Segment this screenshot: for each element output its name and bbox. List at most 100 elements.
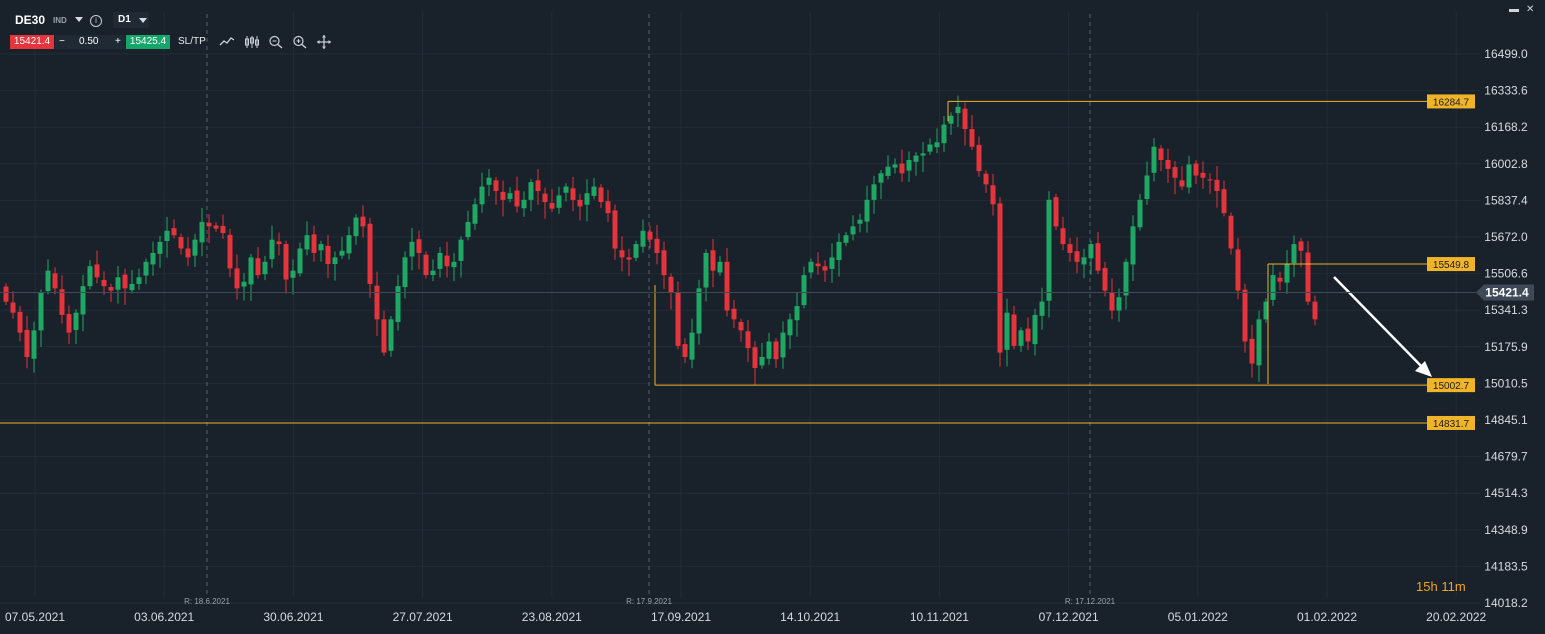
- x-tick-label: 01.02.2022: [1297, 610, 1357, 624]
- minimize-button[interactable]: ▬: [1509, 4, 1519, 15]
- lot-increase-button[interactable]: +: [115, 36, 121, 47]
- candle-body: [1025, 328, 1031, 342]
- rollover-label: R: 17.9.2021: [626, 597, 672, 606]
- candle-body: [1018, 330, 1024, 346]
- candle-body: [388, 319, 394, 351]
- candle-body: [1158, 148, 1164, 161]
- candle-body: [570, 188, 576, 200]
- candle-body: [780, 332, 786, 358]
- candle-body: [304, 235, 310, 250]
- candlestick-icon[interactable]: [244, 35, 260, 49]
- y-tick-label: 15010.5: [1484, 376, 1528, 390]
- candle-body: [262, 261, 268, 275]
- y-tick-label: 15175.9: [1484, 340, 1528, 354]
- candle-body: [514, 190, 520, 207]
- candle-body: [24, 329, 30, 357]
- candle-body: [836, 241, 842, 261]
- current-price-marker: 15421.4: [0, 284, 1534, 301]
- candle-body: [654, 238, 660, 253]
- candle-body: [1109, 292, 1115, 311]
- candlesticks: [3, 95, 1318, 385]
- y-tick-label: 15837.4: [1484, 193, 1528, 207]
- candle-body: [962, 108, 968, 130]
- symbol-dropdown-icon[interactable]: [75, 17, 83, 22]
- candle-body: [668, 276, 674, 293]
- sltp-button[interactable]: SL/TP: [178, 36, 206, 47]
- candle-body: [444, 255, 450, 267]
- candle-body: [101, 279, 107, 287]
- candle-body: [311, 234, 317, 253]
- candle-body: [1277, 277, 1283, 282]
- candle-body: [465, 221, 471, 238]
- candle-body: [647, 231, 653, 240]
- line-chart-icon[interactable]: [219, 35, 235, 49]
- candle-body: [241, 281, 247, 287]
- buy-button[interactable]: 15425.4: [126, 35, 170, 49]
- candle-body: [339, 250, 345, 256]
- zoom-in-icon[interactable]: [292, 35, 308, 49]
- candle-body: [73, 312, 79, 330]
- candle-body: [451, 261, 457, 268]
- x-tick-label: 20.02.2022: [1426, 610, 1486, 624]
- candle-body: [675, 292, 681, 346]
- x-tick-label: 14.10.2021: [780, 610, 840, 624]
- close-button[interactable]: ✕: [1526, 4, 1535, 15]
- candle-body: [1074, 251, 1080, 262]
- candle-body: [997, 203, 1003, 353]
- candle-body: [38, 292, 44, 331]
- candle-body: [402, 257, 408, 288]
- candle-body: [276, 241, 282, 245]
- candle-body: [1081, 257, 1087, 265]
- timeframe-select[interactable]: D1: [113, 12, 149, 28]
- crosshair-icon[interactable]: [316, 35, 332, 49]
- candle-body: [1270, 275, 1276, 300]
- candle-body: [605, 201, 611, 214]
- candle-body: [843, 235, 849, 243]
- candle-body: [983, 173, 989, 185]
- sell-button[interactable]: 15421.4: [10, 35, 54, 49]
- candle-body: [556, 195, 562, 208]
- lot-decrease-button[interactable]: −: [59, 36, 65, 47]
- level-price-label: 16284.7: [1433, 97, 1470, 108]
- level-price-tag: [1427, 378, 1475, 393]
- symbol-label[interactable]: DE30: [15, 13, 46, 27]
- candle-body: [409, 241, 415, 257]
- candle-body: [626, 257, 632, 260]
- lot-size-value[interactable]: 0.50: [79, 36, 99, 47]
- chevron-down-icon: [139, 18, 147, 23]
- candle-body: [486, 177, 492, 185]
- candle-body: [458, 239, 464, 261]
- candle-body: [535, 180, 541, 191]
- candle-body: [108, 287, 114, 291]
- candle-body: [122, 274, 128, 289]
- candle-body: [472, 204, 478, 224]
- time-axis[interactable]: 07.05.2021 03.06.2021 30.06.2021 27.07.2021…: [5, 610, 1487, 624]
- lot-size-stepper[interactable]: − 0.50 +: [55, 35, 125, 49]
- candle-body: [416, 239, 422, 253]
- candle-body: [899, 163, 905, 174]
- x-tick-label: 17.09.2021: [651, 610, 711, 624]
- y-tick-label: 14183.5: [1484, 559, 1528, 573]
- zoom-out-icon[interactable]: [268, 35, 284, 49]
- candle-body: [360, 216, 366, 227]
- candle-body: [941, 124, 947, 144]
- price-axis[interactable]: 16499.0 16333.6 16168.2 16002.8 15837.4 15672…: [1484, 47, 1528, 610]
- candle-body: [640, 230, 646, 247]
- price-levels[interactable]: 16284.7 15549.8 15002.7 14831.7: [0, 94, 1475, 430]
- candle-body: [1214, 179, 1220, 191]
- y-tick-label: 16499.0: [1484, 47, 1528, 61]
- candle-body: [1305, 252, 1311, 302]
- candle-body: [948, 115, 954, 124]
- candle-body: [696, 288, 702, 334]
- info-icon[interactable]: i: [90, 15, 102, 27]
- y-tick-label: 14514.3: [1484, 486, 1528, 500]
- candle-body: [976, 144, 982, 172]
- candle-body: [969, 129, 975, 147]
- candle-body: [283, 244, 289, 280]
- candle-body: [619, 250, 625, 258]
- candle-body: [661, 250, 667, 276]
- candle-body: [1123, 261, 1129, 296]
- candle-body: [703, 252, 709, 288]
- candle-body: [724, 261, 730, 311]
